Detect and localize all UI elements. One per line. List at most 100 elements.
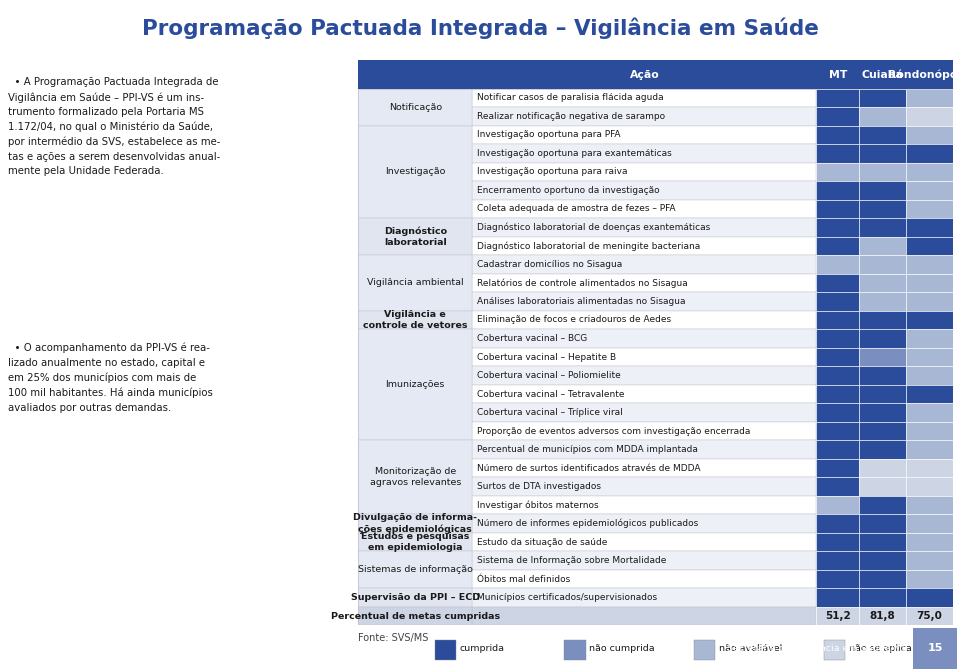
Bar (859, 237, 905, 255)
Text: Cobertura vacinal – Tríplice viral: Cobertura vacinal – Tríplice viral (477, 408, 623, 417)
Text: Proporção de eventos adversos com investigação encerrada: Proporção de eventos adversos com invest… (477, 427, 751, 435)
Text: Cuiabá: Cuiabá (861, 70, 903, 80)
Text: Imunizações: Imunizações (386, 380, 444, 389)
Bar (859, 496, 905, 515)
Bar (358, 255, 472, 311)
Bar (472, 181, 816, 200)
Bar (472, 533, 816, 552)
Bar (816, 477, 859, 496)
Bar (816, 533, 859, 552)
Bar (816, 366, 859, 384)
Bar (824, 640, 845, 660)
Bar (859, 274, 905, 293)
Text: não avaliável: não avaliável (719, 643, 782, 653)
Text: Diagnóstico laboratorial de meningite bacteriana: Diagnóstico laboratorial de meningite ba… (477, 241, 701, 251)
Bar (905, 515, 953, 533)
Bar (358, 329, 472, 440)
Bar (358, 440, 472, 515)
Bar (905, 181, 953, 200)
Bar (859, 403, 905, 422)
Text: Cobertura vacinal – Tetravalente: Cobertura vacinal – Tetravalente (477, 390, 625, 399)
Bar (905, 237, 953, 255)
Bar (905, 533, 953, 552)
Bar (859, 570, 905, 588)
Bar (816, 293, 859, 311)
Bar (859, 422, 905, 440)
Bar (859, 181, 905, 200)
Bar (905, 570, 953, 588)
Bar (905, 89, 953, 107)
Text: Realizar notificação negativa de sarampo: Realizar notificação negativa de sarampo (477, 112, 665, 121)
Bar (816, 125, 859, 144)
Bar (859, 459, 905, 477)
Text: Monitorização de
agravos relevantes: Monitorização de agravos relevantes (370, 467, 461, 487)
Bar (859, 477, 905, 496)
Bar (472, 255, 816, 274)
Text: 81,8: 81,8 (870, 611, 896, 621)
Text: Relatórios de controle alimentados no Sisagua: Relatórios de controle alimentados no Si… (477, 278, 688, 288)
Bar (816, 218, 859, 237)
Bar (358, 125, 472, 218)
Bar (905, 329, 953, 348)
Bar (472, 144, 816, 162)
Text: Investigação oportuna para raiva: Investigação oportuna para raiva (477, 168, 628, 176)
Bar (472, 459, 816, 477)
Bar (816, 311, 859, 329)
Bar (859, 588, 905, 607)
Text: Fonte: SVS/MS: Fonte: SVS/MS (358, 633, 428, 643)
Bar (472, 570, 816, 588)
Text: Diagnóstico laboratorial de doenças exantemáticas: Diagnóstico laboratorial de doenças exan… (477, 223, 710, 232)
Bar (816, 459, 859, 477)
Text: Secretaria de Vigilância em Saúde/MS: Secretaria de Vigilância em Saúde/MS (727, 643, 908, 653)
Bar (816, 107, 859, 125)
Text: Coleta adequada de amostra de fezes – PFA: Coleta adequada de amostra de fezes – PF… (477, 205, 676, 213)
Bar (472, 200, 816, 218)
Bar (905, 200, 953, 218)
Text: Estudos e pesquisas
em epidemiologia: Estudos e pesquisas em epidemiologia (361, 532, 469, 552)
Bar (472, 384, 816, 403)
Bar (859, 607, 905, 625)
Text: Municípios certificados/supervisionados: Municípios certificados/supervisionados (477, 593, 658, 602)
Bar (472, 496, 816, 515)
Bar (816, 515, 859, 533)
Bar (358, 607, 472, 625)
Bar (859, 552, 905, 570)
Bar (905, 477, 953, 496)
Bar (472, 293, 816, 311)
Bar (472, 311, 816, 329)
Bar (472, 440, 816, 459)
Bar (472, 515, 816, 533)
Bar (905, 607, 953, 625)
Bar (905, 588, 953, 607)
Bar (816, 570, 859, 588)
Text: Cadastrar domicílios no Sisagua: Cadastrar domicílios no Sisagua (477, 260, 622, 269)
Bar (905, 125, 953, 144)
Text: Sistema de Informação sobre Mortalidade: Sistema de Informação sobre Mortalidade (477, 556, 666, 565)
Bar (472, 552, 816, 570)
Bar (694, 640, 715, 660)
Text: Investigar óbitos maternos: Investigar óbitos maternos (477, 501, 599, 510)
Bar (816, 440, 859, 459)
Bar (905, 366, 953, 384)
Bar (358, 218, 472, 255)
Text: Vigilância e
controle de vetores: Vigilância e controle de vetores (363, 310, 468, 330)
Bar (859, 218, 905, 237)
Text: Vigilância ambiental: Vigilância ambiental (367, 278, 464, 287)
Bar (472, 125, 816, 144)
Text: Número de informes epidemiológicos publicados: Número de informes epidemiológicos publi… (477, 519, 698, 528)
Text: 75,0: 75,0 (917, 611, 943, 621)
Text: Programação Pactuada Integrada – Vigilância em Saúde: Programação Pactuada Integrada – Vigilân… (141, 17, 819, 40)
Text: Percentual de municípios com MDDA implantada: Percentual de municípios com MDDA implan… (477, 445, 698, 454)
Bar (905, 459, 953, 477)
Bar (905, 552, 953, 570)
Text: Investigação: Investigação (385, 168, 445, 176)
Bar (905, 403, 953, 422)
Text: Óbitos mal definidos: Óbitos mal definidos (477, 574, 570, 584)
Bar (358, 588, 472, 607)
Bar (816, 348, 859, 366)
Text: • O acompanhamento da PPI-VS é rea-
lizado anualmente no estado, capital e
em 25: • O acompanhamento da PPI-VS é rea- liza… (8, 343, 212, 413)
Bar (905, 274, 953, 293)
Bar (816, 422, 859, 440)
Bar (816, 89, 859, 107)
Bar (859, 515, 905, 533)
